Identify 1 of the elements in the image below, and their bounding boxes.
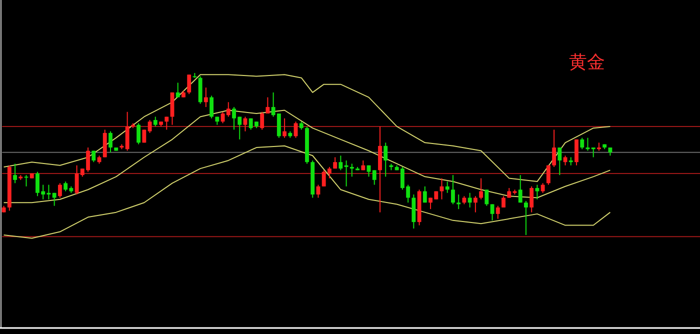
title: 黄金 [569,52,605,73]
